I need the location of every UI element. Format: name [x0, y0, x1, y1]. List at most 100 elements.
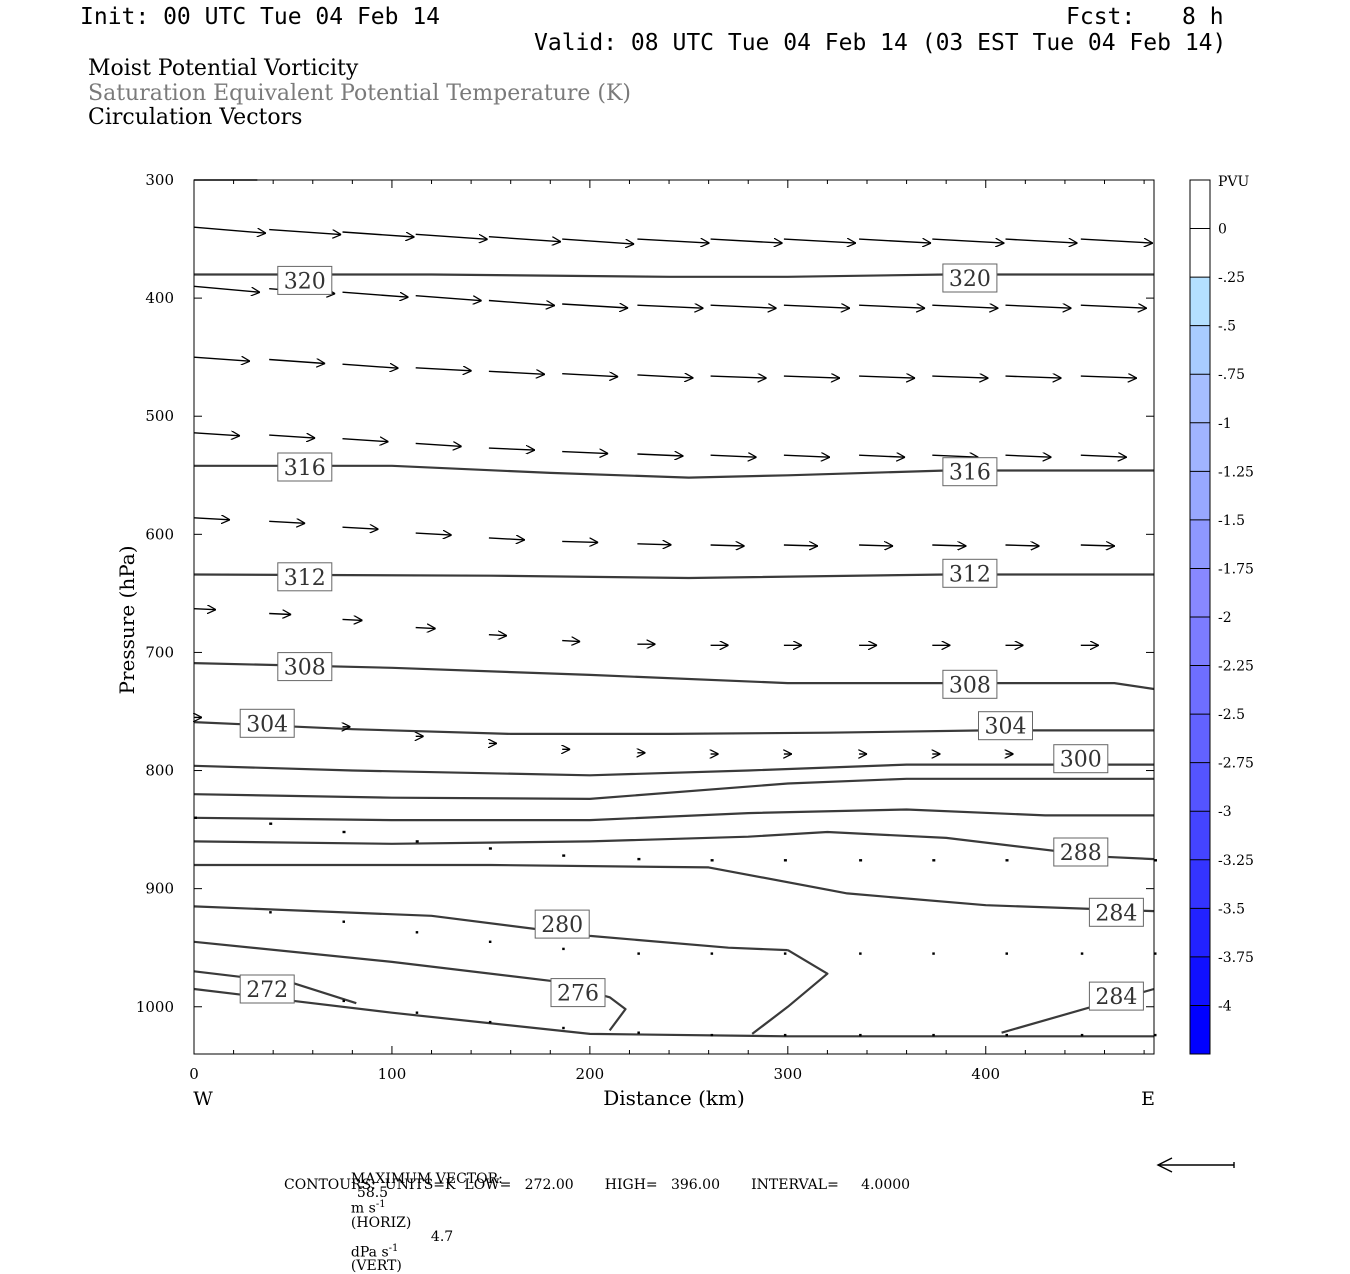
contour-label-box [277, 652, 333, 682]
colorbar-swatch [1190, 762, 1210, 812]
colorbar-label: -3.5 [1218, 901, 1245, 917]
colorbar-swatch [1190, 956, 1210, 1006]
colorbar-swatch [1190, 374, 1210, 424]
vert-value: 4.7 [430, 1228, 454, 1245]
circulation-vector [193, 285, 260, 292]
colorbar-swatch [1190, 519, 1210, 569]
circulation-vector [1005, 376, 1062, 378]
x-end-label-east: E [1141, 1088, 1155, 1110]
circulation-vector [932, 305, 998, 308]
forecast-hour: 8 h [1182, 4, 1224, 30]
circulation-vector [637, 239, 709, 243]
y-tick-label: 700 [145, 643, 174, 661]
contour-label-box [277, 265, 333, 295]
circulation-vector [193, 357, 250, 361]
circulation-vector [342, 619, 363, 620]
colorbar-label: -2.5 [1218, 707, 1245, 723]
y-tick-label: 300 [145, 171, 174, 189]
circulation-vector [488, 371, 545, 374]
colorbar-label: -3.75 [1218, 950, 1254, 966]
x-tick-label: 400 [971, 1065, 1000, 1083]
reference-vector-arrow [1156, 1157, 1235, 1173]
contour-label: 316 [277, 452, 333, 482]
contour-label: 284 [1088, 981, 1144, 1011]
circulation-vector [269, 614, 291, 615]
contour-line [194, 273, 1154, 278]
contour-label-box [239, 708, 295, 738]
x-tick-label: 200 [576, 1065, 605, 1083]
contour-label: 312 [277, 562, 333, 592]
circulation-vector [1080, 376, 1137, 378]
colorbar-swatch [1190, 811, 1210, 861]
contour-line [193, 830, 1155, 861]
contour-label-box [942, 558, 998, 588]
contour-label-text: 316 [949, 461, 991, 486]
circulation-vector [710, 545, 745, 546]
colorbar-swatch [1190, 1005, 1210, 1055]
circulation-vector [783, 305, 850, 308]
circulation-vector [342, 364, 399, 368]
colorbar-swatch [1190, 908, 1210, 958]
colorbar-label: -2.25 [1218, 659, 1254, 675]
contour-label: 308 [277, 652, 333, 682]
colorbar-label: -1 [1218, 416, 1232, 432]
circulation-vector [710, 239, 783, 243]
circulation-vector [932, 455, 978, 457]
circulation-vector [859, 455, 905, 457]
colorbar-swatch [1190, 568, 1210, 618]
circulation-vector [859, 239, 931, 243]
colorbar-swatch [1190, 714, 1210, 764]
circulation-vector [193, 226, 266, 233]
contour-label-box [978, 711, 1033, 741]
horiz-tag: (HORIZ) [350, 1214, 412, 1231]
contour-label-text: 272 [246, 978, 288, 1003]
contour-label-box [277, 562, 333, 592]
contour-label: 276 [550, 978, 606, 1008]
contour-label-box [277, 452, 333, 482]
pvu-colorbar: 0 -.25 -.5 -.75 -1 -1.25 -1.5 -1.75 -2 -2.25 -2.5 -… [1189, 179, 1254, 1055]
contour-label-text: 308 [284, 656, 326, 681]
colorbar-label: -1.75 [1218, 561, 1254, 577]
contour-label-text: 304 [246, 712, 288, 737]
x-axis-label: Distance (km) [603, 1086, 745, 1110]
contour-label: 312 [942, 558, 998, 588]
circulation-vector [562, 304, 628, 308]
circulation-vector [342, 527, 379, 529]
contour-label-text: 284 [1095, 901, 1137, 926]
contour-label-box [942, 263, 998, 293]
contour-label: 304 [239, 708, 295, 738]
cross-section-chart: 0 -.25 -.5 -.75 -1 -1.25 -1.5 -1.75 -2 -2.25 -2.5 -… [115, 171, 1254, 1110]
colorbar-label: -.75 [1218, 367, 1245, 383]
contour-line [193, 905, 788, 952]
contour-label-text: 284 [1095, 985, 1137, 1010]
circulation-vector [859, 376, 915, 378]
colorbar-label: -3 [1218, 804, 1232, 820]
circulation-vector [193, 518, 230, 520]
circulation-vector [342, 231, 415, 237]
colorbar-label: -2.75 [1218, 756, 1254, 772]
colorbar-swatch [1190, 228, 1210, 278]
x-tick-label: 0 [189, 1065, 199, 1083]
colorbar-label: -1.5 [1218, 513, 1245, 529]
contour-label-box [1088, 897, 1144, 927]
circulation-vector [415, 368, 472, 371]
circulation-vector [1080, 545, 1115, 546]
circulation-vector [269, 435, 315, 438]
colorbar-label: -4 [1218, 998, 1232, 1014]
colorbar-label: -.5 [1218, 319, 1236, 335]
y-tick-label: 800 [145, 762, 174, 780]
plot-frame [193, 179, 1155, 1055]
contour-label-box [942, 669, 998, 699]
contour-label-box [534, 909, 590, 939]
contour-label: 308 [942, 669, 998, 699]
circulation-vector [488, 635, 507, 636]
x-tick-label: 100 [378, 1065, 407, 1083]
circulation-vector [710, 305, 777, 308]
x-end-label-west: W [193, 1088, 213, 1110]
circulation-vector [1080, 305, 1147, 308]
contour-label: 320 [277, 265, 333, 295]
circulation-vector [488, 448, 535, 450]
y-tick-label: 1000 [136, 998, 174, 1016]
circulation-vector [859, 545, 893, 546]
circulation-vector [932, 239, 1004, 243]
